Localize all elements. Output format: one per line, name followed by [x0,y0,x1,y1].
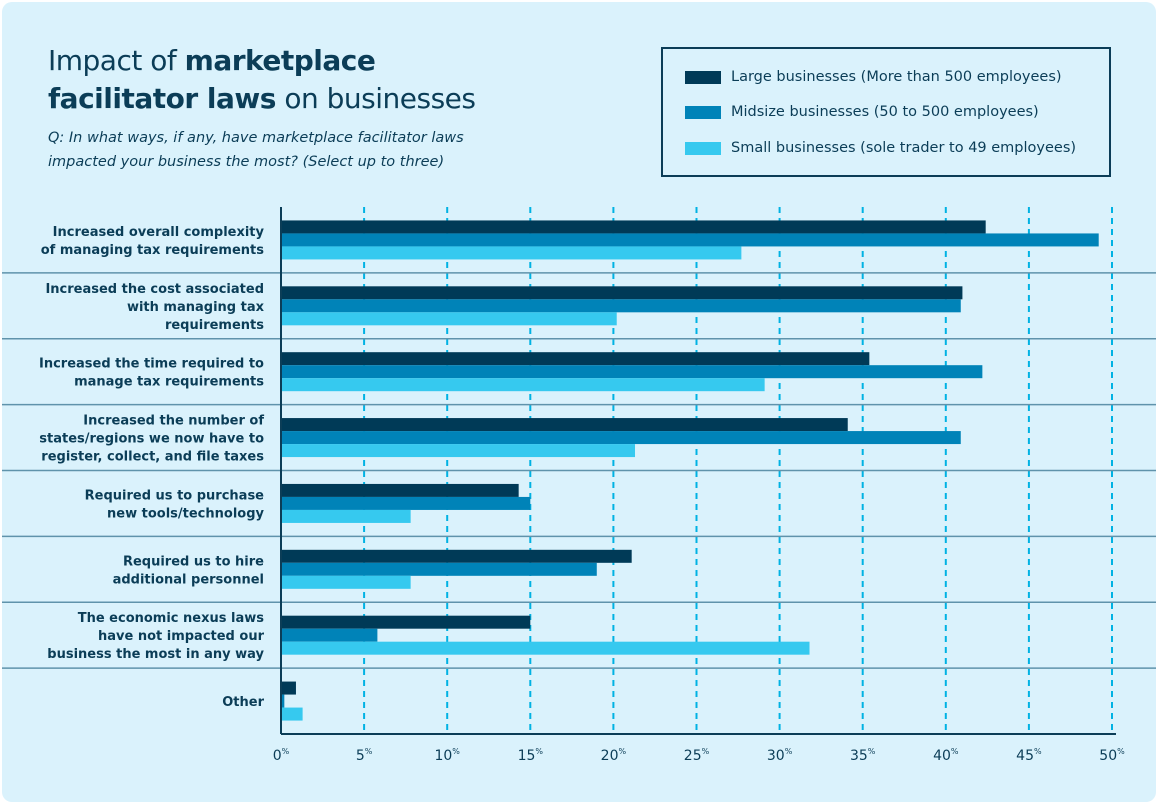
category-label: Increased overall complexity [53,225,265,240]
x-tick-label: 45% [1016,747,1042,764]
x-tick-label: 5% [356,747,373,764]
bar [281,496,531,510]
bar [281,562,597,576]
bar [281,641,810,655]
legend-swatch [685,70,721,84]
title-part: on businesses [275,82,476,115]
bar [281,681,296,695]
category-label: manage tax requirements [74,375,264,390]
category-label: Required us to purchase [85,488,265,503]
x-tick-label: 50% [1099,747,1125,764]
title-part: facilitator laws [48,82,276,115]
category-label: with managing tax [127,300,265,315]
bar [281,378,765,392]
legend-label: Small businesses (sole trader to 49 empl… [731,140,1077,156]
chart-subtitle: Q: In what ways, if any, have marketplac… [48,126,464,174]
bar [281,352,870,366]
bar [281,246,742,260]
bar [281,483,519,497]
bar [281,418,848,432]
category-label: Increased the time required to [39,357,264,372]
category-label: Other [222,695,264,710]
x-tick-label: 0% [273,747,290,764]
bar [281,220,986,234]
legend: Large businesses (More than 500 employee… [661,47,1111,177]
legend-label: Midsize businesses (50 to 500 employees) [731,104,1039,120]
category-label: requirements [165,318,264,333]
bar [281,707,303,721]
bar [281,575,411,589]
bar [281,628,378,642]
chart-title: Impact of marketplace facilitator laws on… [48,42,476,118]
x-tick-label: 10% [434,747,460,764]
bar [281,286,963,300]
category-label: states/regions we now have to [39,432,264,447]
title-part: Impact of [48,44,185,77]
category-label: The economic nexus laws [78,611,265,626]
legend-swatch [685,105,721,119]
legend-item-small: Small businesses (sole trader to 49 empl… [685,140,1076,156]
category-label: Increased the number of [83,414,264,429]
x-tick-label: 35% [850,747,876,764]
category-label: Required us to hire [123,554,264,569]
category-label: register, collect, and file taxes [41,450,264,465]
category-label: additional personnel [113,572,264,587]
title-part: marketplace [184,44,376,77]
bar [281,312,617,326]
bar [281,444,636,458]
bar [281,615,531,629]
bar [281,299,961,313]
x-tick-label: 20% [601,747,627,764]
bar [281,233,1099,247]
subtitle-line: impacted your business the most? (Select… [48,154,445,170]
category-label: Increased the cost associated [45,282,264,297]
category-label: of managing tax requirements [41,243,265,258]
bar [281,431,961,445]
legend-swatch [685,141,721,155]
category-label: have not impacted our [98,629,265,644]
category-label: business the most in any way [47,647,264,662]
x-tick-label: 25% [684,747,710,764]
bar [281,509,411,523]
x-tick-label: 40% [933,747,959,764]
legend-item-midsize: Midsize businesses (50 to 500 employees) [685,104,1039,120]
subtitle-line: Q: In what ways, if any, have marketplac… [48,130,464,146]
x-tick-label: 30% [767,747,793,764]
category-label: new tools/technology [107,506,264,521]
bar [281,365,983,379]
legend-label: Large businesses (More than 500 employee… [731,69,1062,85]
bar [281,694,285,708]
bar [281,549,632,563]
legend-item-large: Large businesses (More than 500 employee… [685,69,1062,85]
x-tick-label: 15% [518,747,544,764]
